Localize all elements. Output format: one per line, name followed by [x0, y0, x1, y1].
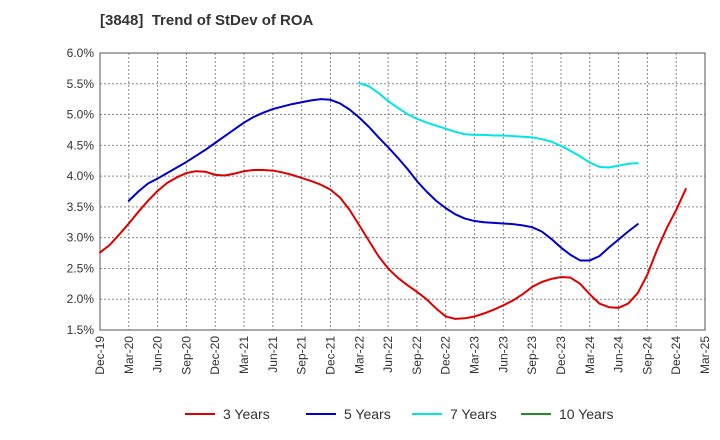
y-tick-label: 1.5% [67, 323, 95, 337]
legend-item: 10 Years [521, 406, 614, 422]
series-line-3-years [99, 168, 687, 320]
x-tick-label: Mar-20 [122, 336, 136, 374]
x-tick-label: Mar-25 [698, 336, 712, 374]
chart-title: [3848] Trend of StDev of ROA [100, 12, 314, 29]
legend-item: 7 Years [412, 406, 497, 422]
y-tick-label: 5.0% [67, 108, 95, 122]
y-tick-label: 4.0% [67, 169, 95, 183]
x-tick-label: Jun-22 [381, 336, 395, 373]
legend-label: 3 Years [223, 406, 270, 422]
plot-border [99, 52, 706, 331]
y-tick-label: 6.0% [67, 46, 95, 60]
plot-area [100, 53, 705, 330]
legend-label: 5 Years [344, 406, 391, 422]
x-tick-label: Sep-20 [179, 336, 193, 375]
x-tick-label: Dec-23 [554, 336, 568, 375]
x-tick-label: Mar-21 [237, 336, 251, 374]
x-tick-label: Jun-23 [496, 336, 510, 373]
y-tick-label: 4.5% [67, 138, 95, 152]
y-tick-label: 3.0% [67, 231, 95, 245]
x-tick-label: Mar-24 [583, 336, 597, 374]
legend-item: 5 Years [306, 406, 391, 422]
x-tick-label: Sep-21 [295, 336, 309, 375]
series-line-7-years [358, 82, 639, 169]
x-tick-label: Mar-22 [352, 336, 366, 374]
legend-label: 10 Years [559, 406, 614, 422]
x-tick-label: Sep-24 [640, 336, 654, 375]
legend-item: 3 Years [185, 406, 270, 422]
x-tick-label: Sep-23 [525, 336, 539, 375]
x-tick-label: Dec-20 [208, 336, 222, 375]
x-tick-label: Dec-21 [323, 336, 337, 375]
x-tick-label: Jun-21 [266, 336, 280, 373]
x-tick-label: Jun-24 [612, 336, 626, 373]
y-tick-label: 2.5% [67, 261, 95, 275]
y-tick-label: 3.5% [67, 200, 95, 214]
x-tick-label: Dec-22 [439, 336, 453, 375]
series-line-5-years [127, 98, 639, 262]
x-tick-label: Sep-22 [410, 336, 424, 375]
y-tick-label: 2.0% [67, 292, 95, 306]
x-tick-label: Dec-19 [93, 336, 107, 375]
legend-label: 7 Years [450, 406, 497, 422]
y-tick-label: 5.5% [67, 77, 95, 91]
x-tick-label: Jun-20 [151, 336, 165, 373]
x-tick-label: Mar-23 [468, 336, 482, 374]
x-tick-label: Dec-24 [669, 336, 683, 375]
